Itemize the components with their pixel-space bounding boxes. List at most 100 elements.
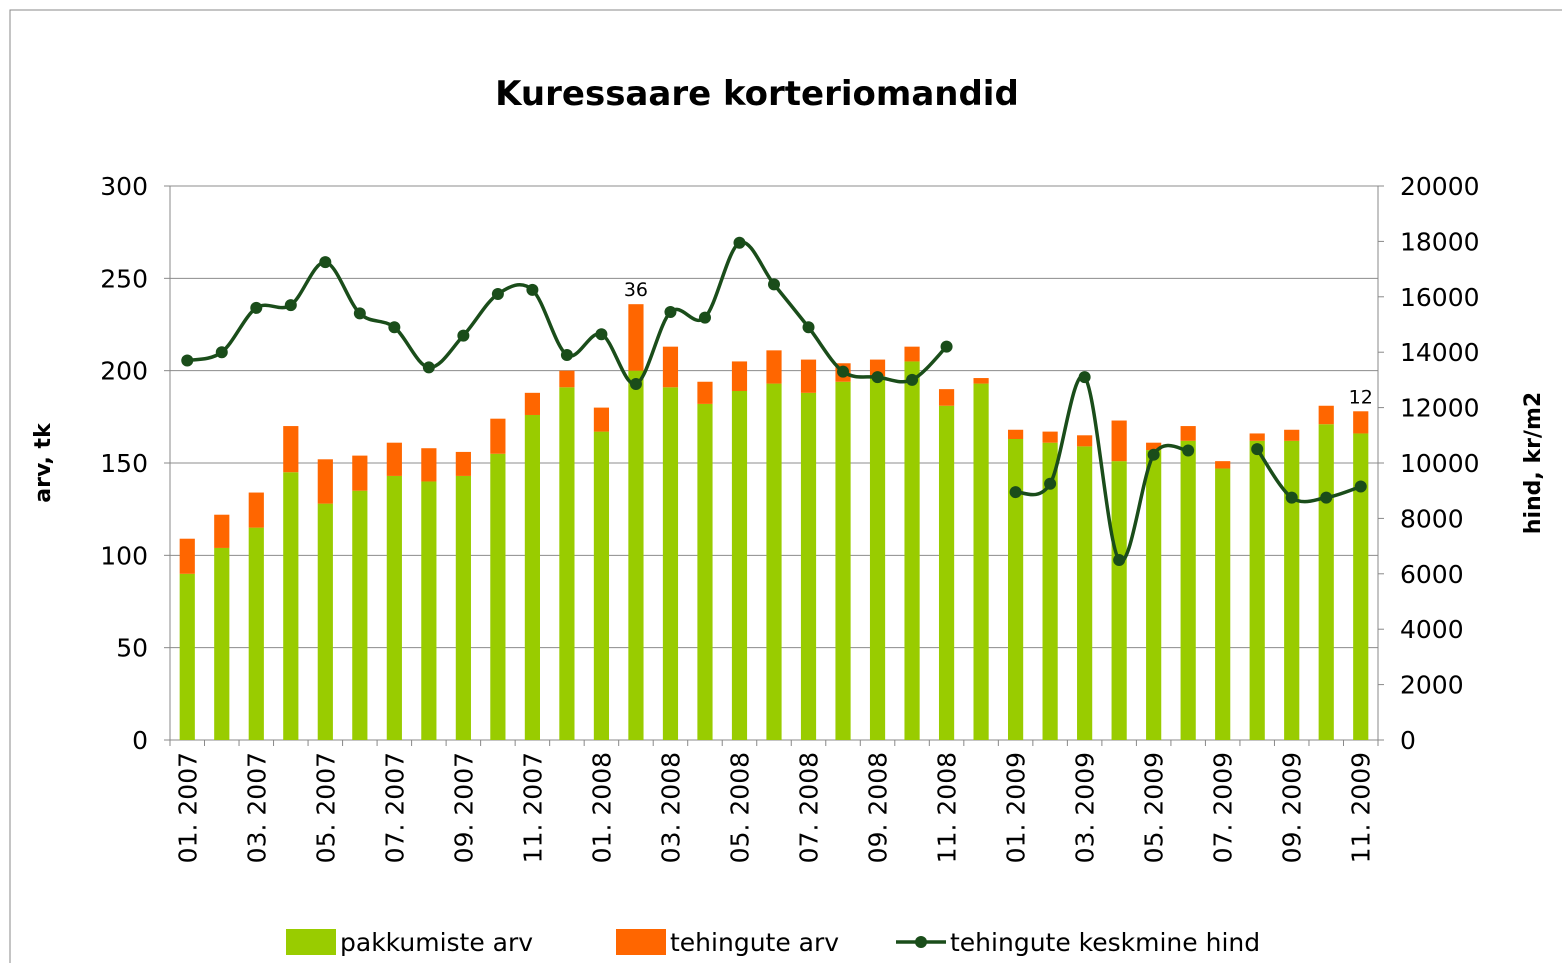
bar [421, 481, 437, 740]
line-marker [319, 256, 332, 269]
x-tick-label: 01. 2007 [173, 752, 202, 863]
y-tick-label: 100 [100, 541, 148, 570]
line-marker [940, 340, 953, 353]
line-marker [422, 361, 435, 374]
line-marker [353, 307, 366, 320]
bar [524, 414, 540, 740]
line-marker [215, 346, 228, 359]
bar [490, 418, 506, 454]
bar [1353, 411, 1369, 434]
bar [1215, 461, 1231, 469]
line-marker [526, 283, 539, 296]
x-tick-label: 07. 2008 [795, 752, 824, 863]
x-tick-label: 05. 2009 [1140, 752, 1169, 863]
bar [697, 381, 713, 404]
bar [1353, 433, 1369, 740]
x-tick-label: 05. 2008 [725, 752, 754, 863]
bar [1318, 424, 1334, 740]
x-tick-label: 03. 2008 [656, 752, 685, 863]
y2-tick-label: 8000 [1400, 504, 1464, 533]
line-marker [1285, 491, 1298, 504]
bar [283, 426, 299, 473]
line-marker [560, 348, 573, 361]
legend-label: tehingute arv [670, 928, 839, 957]
legend-label: tehingute keskmine hind [950, 928, 1260, 957]
bar [1111, 420, 1127, 462]
bar [179, 573, 195, 740]
bar [1249, 433, 1265, 441]
bar [938, 405, 955, 740]
line-marker [768, 278, 780, 291]
x-tick-label: 09. 2009 [1278, 752, 1307, 863]
bar [904, 361, 920, 740]
bar [731, 390, 748, 740]
legend-swatch [616, 929, 666, 955]
x-tick-label: 11. 2009 [1347, 752, 1376, 863]
y2-tick-label: 18000 [1400, 227, 1480, 256]
bar [800, 392, 817, 740]
line-marker [388, 321, 401, 334]
bar [697, 403, 713, 740]
data-label: 36 [624, 279, 648, 301]
line-marker [1078, 371, 1091, 384]
line-marker [664, 306, 677, 319]
line-marker [1113, 553, 1126, 566]
bar [593, 407, 610, 432]
x-tick-label: 11. 2008 [933, 752, 962, 863]
x-tick-label: 11. 2007 [518, 752, 547, 863]
line-marker [491, 288, 504, 301]
x-tick-label: 07. 2007 [380, 752, 409, 863]
bar [731, 361, 748, 391]
bar [1146, 442, 1162, 451]
legend-swatch [286, 929, 336, 955]
bar [1077, 446, 1093, 740]
line-marker [733, 236, 746, 249]
bar [662, 346, 679, 388]
y2-tick-label: 20000 [1400, 172, 1480, 201]
bar [214, 514, 230, 548]
line-marker [1009, 486, 1022, 499]
line-marker [871, 371, 884, 384]
bar [628, 370, 644, 740]
bar [352, 490, 368, 740]
bar [1111, 461, 1127, 740]
line-marker [181, 354, 194, 367]
bar [1180, 440, 1196, 740]
line-marker [1147, 448, 1160, 461]
bar [1042, 442, 1058, 740]
bar [1008, 438, 1024, 740]
x-tick-label: 09. 2007 [449, 752, 478, 863]
x-tick-label: 05. 2007 [311, 752, 340, 863]
bar [317, 459, 333, 504]
y2-tick-label: 0 [1400, 726, 1416, 755]
line-marker [1320, 491, 1333, 504]
bar [248, 492, 264, 528]
line-marker [284, 299, 297, 312]
line-marker [250, 301, 263, 314]
x-tick-label: 03. 2009 [1071, 752, 1100, 863]
legend-marker [915, 936, 927, 948]
bar [800, 359, 817, 393]
y2-tick-label: 16000 [1400, 283, 1480, 312]
bar [628, 304, 644, 371]
line-marker [595, 328, 608, 341]
bar [421, 448, 437, 482]
bar [835, 381, 851, 740]
bar [559, 370, 575, 388]
x-tick-label: 03. 2007 [242, 752, 271, 863]
bar [214, 547, 230, 740]
chart-frame [9, 9, 1562, 963]
x-tick-label: 01. 2009 [1002, 752, 1031, 863]
line-marker [698, 311, 711, 324]
bar [455, 475, 471, 740]
y2-tick-label: 10000 [1400, 449, 1480, 478]
y2-tick-label: 6000 [1400, 560, 1464, 589]
bar [386, 475, 402, 740]
line-marker [629, 378, 642, 391]
bar [524, 392, 540, 415]
bar [973, 383, 989, 740]
legend-label: pakkumiste arv [340, 928, 533, 957]
bar [593, 431, 610, 740]
y-tick-label: 50 [116, 634, 148, 663]
bar [1042, 431, 1058, 443]
